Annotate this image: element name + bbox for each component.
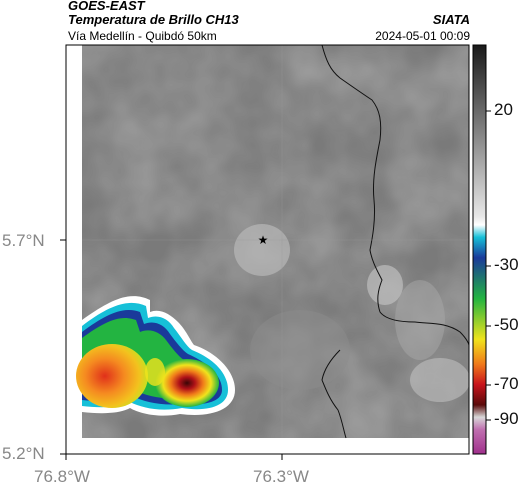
region-subtitle: Vía Medellín - Quibdó 50km (68, 29, 217, 43)
boundary-line (321, 45, 469, 346)
colorbar-label: 20 (494, 100, 513, 119)
colorbar (472, 44, 487, 455)
colorbar-label: -30 (494, 255, 519, 274)
lon-tick-label: 76.3°W (253, 467, 309, 486)
star-marker: ★ (258, 233, 269, 247)
timestamp-label: 2024-05-01 00:09 (375, 29, 470, 43)
lon-tick-label: 76.8°W (34, 467, 90, 486)
product-title: Temperatura de Brillo CH13 (68, 12, 239, 27)
colorbar-label: -90 (494, 409, 519, 428)
lat-tick-label: 5.2°N (2, 444, 45, 463)
river-line (321, 349, 347, 439)
lat-tick-label: 5.7°N (2, 231, 45, 250)
convective-cloud-cell (76, 296, 235, 416)
satellite-title: GOES-EAST (68, 0, 145, 13)
brand-label: SIATA (432, 12, 470, 27)
colorbar-label: -50 (494, 315, 519, 334)
colorbar-label: -70 (494, 374, 519, 393)
